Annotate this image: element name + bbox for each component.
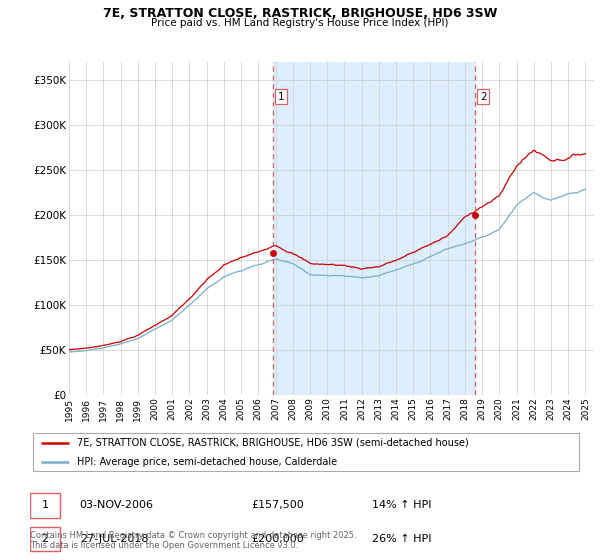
Text: Contains HM Land Registry data © Crown copyright and database right 2025.
This d: Contains HM Land Registry data © Crown c… xyxy=(30,530,356,550)
Text: 7E, STRATTON CLOSE, RASTRICK, BRIGHOUSE, HD6 3SW: 7E, STRATTON CLOSE, RASTRICK, BRIGHOUSE,… xyxy=(103,7,497,20)
Text: 1: 1 xyxy=(278,92,284,101)
Text: 03-NOV-2006: 03-NOV-2006 xyxy=(80,501,154,510)
FancyBboxPatch shape xyxy=(33,433,579,471)
Text: Price paid vs. HM Land Registry's House Price Index (HPI): Price paid vs. HM Land Registry's House … xyxy=(151,18,449,29)
Bar xyxy=(273,62,475,395)
Text: 27-JUL-2018: 27-JUL-2018 xyxy=(80,534,148,544)
Text: 2: 2 xyxy=(41,534,49,544)
Text: 26% ↑ HPI: 26% ↑ HPI xyxy=(372,534,432,544)
Text: 14% ↑ HPI: 14% ↑ HPI xyxy=(372,501,432,510)
Text: £157,500: £157,500 xyxy=(251,501,304,510)
FancyBboxPatch shape xyxy=(30,526,61,551)
FancyBboxPatch shape xyxy=(30,493,61,517)
Text: 7E, STRATTON CLOSE, RASTRICK, BRIGHOUSE, HD6 3SW (semi-detached house): 7E, STRATTON CLOSE, RASTRICK, BRIGHOUSE,… xyxy=(77,437,469,447)
Text: £200,000: £200,000 xyxy=(251,534,304,544)
Text: 1: 1 xyxy=(41,501,49,510)
Text: 2: 2 xyxy=(480,92,487,101)
Text: HPI: Average price, semi-detached house, Calderdale: HPI: Average price, semi-detached house,… xyxy=(77,457,337,467)
